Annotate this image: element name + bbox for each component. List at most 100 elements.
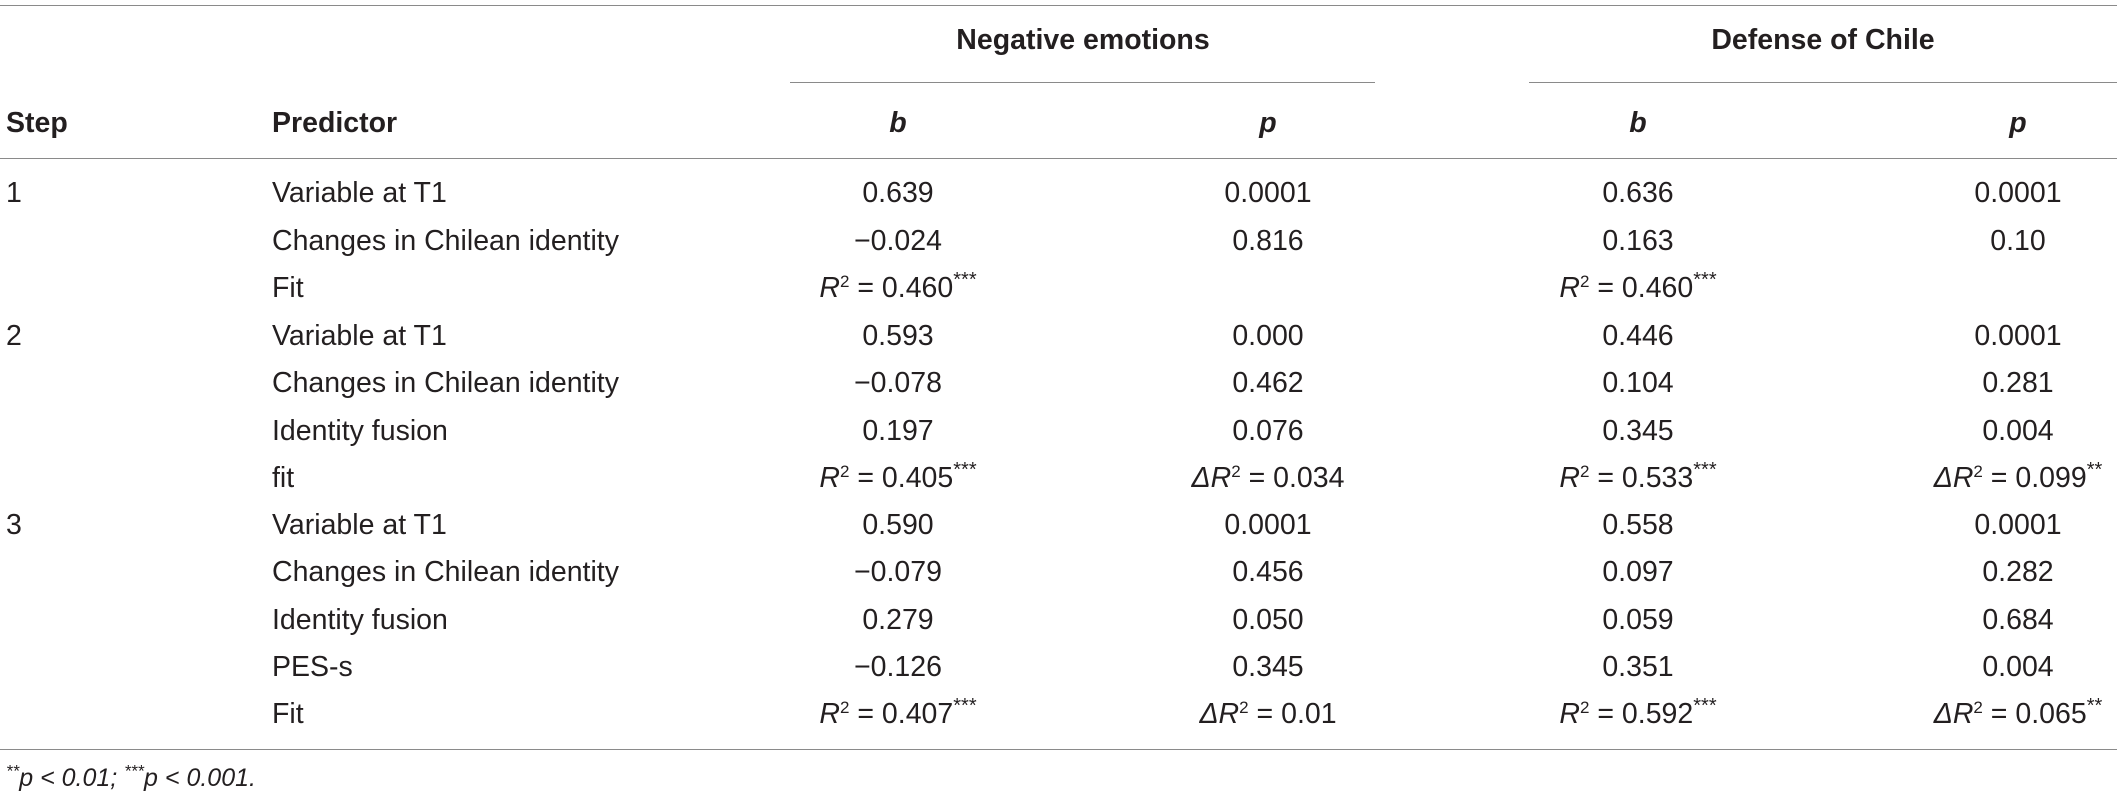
def-p-cell: 0.0001 [1974, 509, 2062, 541]
column-header-def-p: p [2009, 107, 2027, 139]
significance-stars: *** [1693, 269, 1717, 291]
delta-r-symbol: ΔR [1191, 462, 1232, 494]
def-p-cell: 0.281 [1982, 367, 2054, 399]
r2-value: = 0.460 [1589, 272, 1694, 304]
squared: 2 [1579, 697, 1590, 717]
neg-p-cell: 0.076 [1232, 415, 1304, 447]
neg-delta-r2-cell: ΔR2 = 0.034 [1192, 461, 1345, 495]
def-r2-cell: R2 = 0.592*** [1559, 695, 1717, 731]
column-header-neg-p: p [1259, 107, 1277, 139]
r2-value: = 0.407 [849, 698, 954, 730]
header-bottom-rule [0, 158, 2117, 159]
group-header-negative-emotions: Negative emotions [956, 24, 1210, 56]
squared: 2 [839, 461, 850, 481]
neg-r2-cell: R2 = 0.460*** [819, 270, 976, 305]
predictor-cell: Changes in Chilean identity [272, 225, 619, 257]
significance-stars: *** [953, 695, 977, 717]
defense-of-chile-underline [1529, 82, 2117, 83]
footnote-stars-3: *** [124, 761, 145, 781]
significance-stars: ** [2086, 695, 2103, 717]
column-header-predictor: Predictor [272, 107, 398, 139]
footnote-stars-2: ** [6, 761, 20, 781]
neg-r2-cell: R2 = 0.405*** [819, 459, 977, 495]
neg-delta-r2-cell: ΔR2 = 0.01 [1199, 697, 1336, 731]
predictor-cell: Identity fusion [272, 415, 448, 447]
squared: 2 [1973, 461, 1983, 481]
neg-b-cell: 0.590 [862, 509, 934, 541]
group-header-defense-of-chile: Defense of Chile [1711, 24, 1935, 56]
def-delta-r2-cell: ΔR2 = 0.065** [1933, 695, 2103, 731]
neg-b-cell: 0.593 [862, 320, 934, 352]
neg-p-cell: 0.0001 [1224, 177, 1312, 209]
neg-b-cell: −0.079 [854, 556, 942, 588]
predictor-cell: Variable at T1 [272, 320, 447, 352]
predictor-cell: Identity fusion [272, 604, 448, 636]
def-b-cell: 0.446 [1602, 320, 1674, 352]
def-b-cell: 0.097 [1602, 556, 1674, 588]
neg-p-cell: 0.050 [1232, 604, 1304, 636]
significance-stars: *** [1693, 695, 1717, 717]
neg-b-cell: 0.639 [862, 177, 934, 209]
r-symbol: R [819, 272, 840, 304]
neg-p-cell: 0.0001 [1224, 509, 1312, 541]
bottom-rule [0, 749, 2117, 750]
predictor-cell: PES-s [272, 651, 353, 683]
neg-p-cell: 0.462 [1232, 367, 1304, 399]
neg-p-cell: 0.345 [1232, 651, 1304, 683]
column-header-neg-b: b [889, 107, 907, 139]
delta-r2-value: = 0.034 [1240, 462, 1345, 494]
def-b-cell: 0.163 [1602, 225, 1674, 257]
squared: 2 [839, 271, 850, 291]
neg-b-cell: −0.024 [854, 225, 942, 257]
r-symbol: R [1559, 462, 1580, 494]
delta-r2-value: = 0.099 [1982, 462, 2087, 494]
neg-p-cell: 0.816 [1232, 225, 1304, 257]
def-p-cell: 0.10 [1990, 225, 2046, 257]
def-p-cell: 0.0001 [1974, 320, 2062, 352]
column-header-step: Step [6, 107, 68, 139]
r2-value: = 0.592 [1589, 698, 1694, 730]
def-delta-r2-cell: ΔR2 = 0.099** [1933, 459, 2103, 495]
column-header-def-b: b [1629, 107, 1647, 139]
delta-r2-value: = 0.065 [1982, 698, 2087, 730]
squared: 2 [839, 697, 850, 717]
significance-stars: ** [2086, 459, 2103, 481]
squared: 2 [1231, 461, 1241, 481]
def-b-cell: 0.059 [1602, 604, 1674, 636]
def-r2-cell: R2 = 0.460*** [1559, 269, 1717, 305]
r-symbol: R [819, 698, 840, 730]
step-cell: 3 [6, 509, 22, 541]
neg-p-cell: 0.000 [1232, 320, 1304, 352]
delta-r-symbol: ΔR [1933, 462, 1974, 494]
table-footnote: **p < 0.01; ***p < 0.001. [6, 763, 256, 793]
delta-r-symbol: ΔR [1933, 698, 1974, 730]
r2-value: = 0.460 [849, 272, 954, 304]
predictor-cell: Fit [272, 272, 304, 304]
predictor-cell: Variable at T1 [272, 177, 447, 209]
neg-b-cell: −0.078 [854, 367, 942, 399]
def-r2-cell: R2 = 0.533*** [1559, 459, 1717, 495]
step-cell: 2 [6, 320, 22, 352]
significance-stars: *** [953, 459, 977, 481]
r-symbol: R [819, 462, 840, 494]
significance-stars: *** [1693, 459, 1717, 481]
def-p-cell: 0.684 [1982, 604, 2054, 636]
def-b-cell: 0.104 [1602, 367, 1674, 399]
footnote-text-1: p < 0.01; [19, 764, 125, 792]
def-p-cell: 0.004 [1982, 415, 2054, 447]
neg-b-cell: 0.197 [862, 415, 934, 447]
predictor-cell: Variable at T1 [272, 509, 447, 541]
def-b-cell: 0.636 [1602, 177, 1674, 209]
neg-b-cell: −0.126 [854, 651, 942, 683]
top-rule [0, 5, 2117, 6]
neg-p-cell: 0.456 [1232, 556, 1304, 588]
squared: 2 [1239, 697, 1249, 717]
def-p-cell: 0.282 [1982, 556, 2054, 588]
r2-value: = 0.533 [1589, 462, 1694, 494]
def-p-cell: 0.004 [1982, 651, 2054, 683]
def-p-cell: 0.0001 [1974, 177, 2062, 209]
predictor-cell: Changes in Chilean identity [272, 367, 619, 399]
neg-b-cell: 0.279 [862, 604, 934, 636]
r2-value: = 0.405 [849, 462, 954, 494]
